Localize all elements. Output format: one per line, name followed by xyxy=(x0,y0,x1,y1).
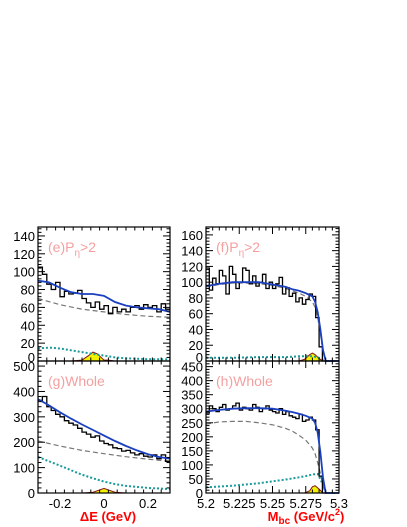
x-axis-title-right-end: ) xyxy=(340,509,344,524)
y-tick-label-e: 120 xyxy=(13,247,35,262)
y-tick-label-g: 100 xyxy=(13,461,35,476)
panel-label-h: (h)Whole xyxy=(216,373,273,389)
x-axis-title-right-main: M xyxy=(268,509,279,524)
y-tick-label-h: 150 xyxy=(181,444,203,459)
panel-g: 0 100 200 300 400 500 -0.2 0 0.2 (g)Whole xyxy=(13,359,171,511)
y-tick-label-g: 300 xyxy=(13,410,35,425)
panel-label-e: (e)Pη>2 xyxy=(48,239,96,259)
panel-label-f: (f)Pη>2 xyxy=(216,239,260,259)
y-tick-label-h: 0 xyxy=(196,486,203,501)
y-tick-label-g: 200 xyxy=(13,435,35,450)
signal-area-h xyxy=(206,485,339,493)
y-tick-label-f: 0 xyxy=(196,350,203,365)
data-histogram-f xyxy=(206,265,339,362)
bb-background-line-f xyxy=(206,355,327,362)
panel-e: 020 40 60 80 100 120 140 (e)Pη>2 xyxy=(13,226,171,365)
y-tick-label-g: 500 xyxy=(13,359,35,374)
y-tick-label-f: 20 xyxy=(189,338,203,353)
y-tick-label-h: 300 xyxy=(181,402,203,417)
x-axis-title-right-sup: 2 xyxy=(335,507,340,517)
y-tick-label-g: 400 xyxy=(13,384,35,399)
y-tick-label-e: 20 xyxy=(21,336,35,351)
panel-label-main: (f)P xyxy=(216,239,239,255)
y-tick-label-f: 60 xyxy=(189,307,203,322)
bb-background-line-e xyxy=(37,346,170,361)
panel-label-g: (g)Whole xyxy=(48,373,105,389)
y-tick-label-f: 160 xyxy=(181,228,203,243)
data-histogram-g xyxy=(38,395,170,462)
y-tick-label-f: 40 xyxy=(189,322,203,337)
x-tick-label-g: 0 xyxy=(100,496,107,511)
y-tick-label-f: 120 xyxy=(181,259,203,274)
x-tick-label-h: 5.225 xyxy=(223,496,256,511)
fit-line-h xyxy=(205,407,339,494)
panel-label-sub: η xyxy=(74,248,80,259)
x-tick-label-h: 5.2 xyxy=(197,496,215,511)
y-tick-label-h: 50 xyxy=(189,472,203,487)
x-tick-label-h: 5.275 xyxy=(289,496,322,511)
panel-label-main: (e)P xyxy=(48,239,74,255)
x-tick-label-g: -0.2 xyxy=(49,496,71,511)
y-tick-label-e: 100 xyxy=(13,265,35,280)
data-histogram-e xyxy=(38,266,170,315)
y-tick-label-h: 450 xyxy=(181,360,203,375)
panel-label-rest: >2 xyxy=(244,239,260,255)
bb-background-line-h xyxy=(205,472,327,494)
fit-line-e xyxy=(37,279,171,313)
x-axis-title-right: Mbc (GeV/c2) xyxy=(268,507,345,527)
continuum-line-e xyxy=(37,297,171,318)
panel-label-rest: >2 xyxy=(80,239,96,255)
y-tick-label-g: 0 xyxy=(28,486,35,501)
x-tick-label-h: 5.3 xyxy=(330,496,348,511)
y-tick-label-f: 100 xyxy=(181,275,203,290)
y-tick-label-e: 80 xyxy=(21,283,35,298)
y-tick-label-h: 200 xyxy=(181,430,203,445)
y-tick-label-h: 250 xyxy=(181,416,203,431)
fit-line-g xyxy=(37,398,171,460)
y-tick-label-h: 400 xyxy=(181,374,203,389)
fit-line-f xyxy=(205,281,339,362)
y-tick-label-e: 60 xyxy=(21,300,35,315)
panel-label-sub: η xyxy=(239,248,245,259)
y-tick-label-f: 80 xyxy=(189,291,203,306)
bb-background-line-g xyxy=(37,456,171,491)
y-tick-label-e: 0 xyxy=(28,350,35,365)
x-tick-label-g: 0.2 xyxy=(139,496,157,511)
y-tick-label-e: 140 xyxy=(13,229,35,244)
y-tick-label-h: 100 xyxy=(181,458,203,473)
y-tick-label-e: 40 xyxy=(21,318,35,333)
x-tick-label-h: 5.25 xyxy=(260,496,285,511)
x-axis-title-right-rest: (GeV/c xyxy=(290,509,335,524)
y-tick-label-f: 140 xyxy=(181,244,203,259)
continuum-line-h xyxy=(205,420,327,494)
y-tick-label-h: 350 xyxy=(181,388,203,403)
x-axis-title-right-sub: bc xyxy=(279,516,291,527)
signal-area-g xyxy=(38,488,170,493)
continuum-line-g xyxy=(37,440,171,462)
x-axis-title-left: ΔE (GeV) xyxy=(80,509,136,524)
